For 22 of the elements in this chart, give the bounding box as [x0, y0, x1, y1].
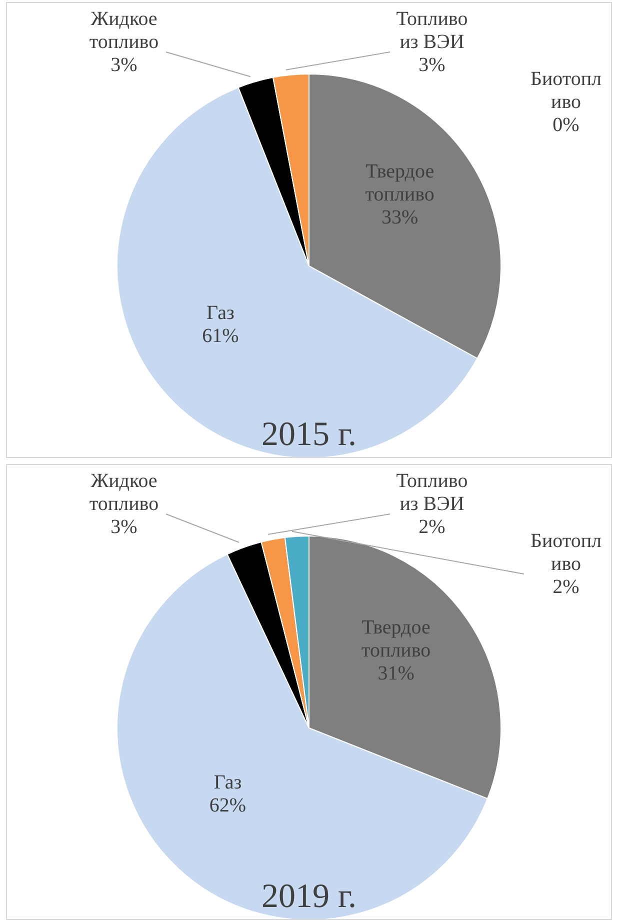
data-label: 3% — [418, 54, 446, 76]
slice-label: Газ — [206, 302, 234, 324]
category-label: Биотопливо — [530, 68, 602, 113]
text: 2019 г. — [260, 877, 358, 917]
text: 0% — [552, 114, 580, 136]
slice-label: Твердое топливо — [362, 616, 431, 662]
data-label: 3% — [110, 516, 138, 538]
slice-label: Жидкое топливо — [89, 8, 159, 53]
slice-label: Жидкое топливо — [89, 470, 159, 515]
slice-label: Газ — [214, 772, 242, 794]
data-label: 3% — [110, 54, 138, 76]
data-label: 61% — [202, 325, 239, 348]
data-label: 33% — [382, 206, 418, 228]
data-label: 31% — [378, 662, 414, 684]
data-label: 62% — [209, 794, 246, 817]
data-label: 2% — [418, 516, 446, 538]
slice-label: Биотопливо — [530, 530, 602, 575]
text: 2015 г. — [260, 415, 358, 455]
data-label: 2% — [552, 576, 580, 598]
slice-label: Твердое топливо — [365, 160, 434, 206]
slice-label: Топливо из ВЭИ — [396, 470, 468, 515]
slice-label: Топливо из ВЭИ — [396, 8, 468, 53]
